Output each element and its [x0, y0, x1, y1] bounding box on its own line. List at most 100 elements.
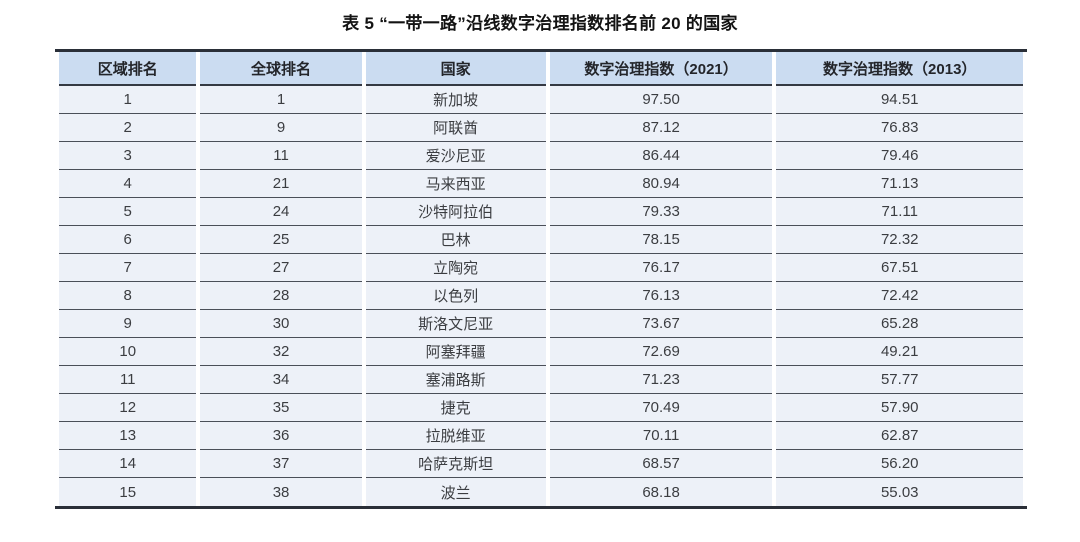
cell-global-rank: 30 — [200, 310, 362, 338]
cell-index-2013: 72.42 — [776, 282, 1023, 310]
table-row: 14 37 哈萨克斯坦 68.57 56.20 — [59, 450, 1023, 478]
cell-country: 沙特阿拉伯 — [365, 198, 546, 226]
cell-country: 捷克 — [365, 394, 546, 422]
cell-regional-rank: 6 — [59, 226, 197, 254]
table-row: 4 21 马来西亚 80.94 71.13 — [59, 170, 1023, 198]
table-row: 7 27 立陶宛 76.17 67.51 — [59, 254, 1023, 282]
header-row: 区域排名 全球排名 国家 数字治理指数（2021） 数字治理指数（2013） — [59, 52, 1023, 86]
cell-global-rank: 9 — [200, 114, 362, 142]
cell-index-2021: 68.57 — [549, 450, 773, 478]
cell-global-rank: 25 — [200, 226, 362, 254]
cell-country: 斯洛文尼亚 — [365, 310, 546, 338]
cell-country: 立陶宛 — [365, 254, 546, 282]
column-header-index-2021: 数字治理指数（2021） — [549, 52, 773, 86]
cell-country: 拉脱维亚 — [365, 422, 546, 450]
cell-index-2013: 71.11 — [776, 198, 1023, 226]
table-row: 5 24 沙特阿拉伯 79.33 71.11 — [59, 198, 1023, 226]
cell-index-2013: 76.83 — [776, 114, 1023, 142]
cell-global-rank: 1 — [200, 86, 362, 114]
cell-global-rank: 28 — [200, 282, 362, 310]
column-header-index-2013: 数字治理指数（2013） — [776, 52, 1023, 86]
cell-index-2013: 49.21 — [776, 338, 1023, 366]
cell-regional-rank: 15 — [59, 478, 197, 506]
cell-index-2021: 68.18 — [549, 478, 773, 506]
table-caption: 表 5 “一带一路”沿线数字治理指数排名前 20 的国家 — [342, 14, 738, 33]
cell-index-2021: 73.67 — [549, 310, 773, 338]
cell-regional-rank: 2 — [59, 114, 197, 142]
column-header-global-rank: 全球排名 — [200, 52, 362, 86]
cell-country: 哈萨克斯坦 — [365, 450, 546, 478]
cell-regional-rank: 10 — [59, 338, 197, 366]
cell-global-rank: 37 — [200, 450, 362, 478]
cell-global-rank: 32 — [200, 338, 362, 366]
cell-index-2013: 57.90 — [776, 394, 1023, 422]
cell-regional-rank: 5 — [59, 198, 197, 226]
cell-global-rank: 11 — [200, 142, 362, 170]
cell-country: 阿塞拜疆 — [365, 338, 546, 366]
column-header-country: 国家 — [365, 52, 546, 86]
cell-index-2021: 72.69 — [549, 338, 773, 366]
cell-index-2013: 94.51 — [776, 86, 1023, 114]
cell-index-2021: 70.11 — [549, 422, 773, 450]
cell-country: 爱沙尼亚 — [365, 142, 546, 170]
cell-regional-rank: 11 — [59, 366, 197, 394]
cell-global-rank: 35 — [200, 394, 362, 422]
table-row: 9 30 斯洛文尼亚 73.67 65.28 — [59, 310, 1023, 338]
cell-index-2021: 87.12 — [549, 114, 773, 142]
cell-regional-rank: 12 — [59, 394, 197, 422]
cell-index-2013: 79.46 — [776, 142, 1023, 170]
cell-index-2021: 80.94 — [549, 170, 773, 198]
cell-index-2021: 76.13 — [549, 282, 773, 310]
cell-index-2013: 67.51 — [776, 254, 1023, 282]
table-row: 11 34 塞浦路斯 71.23 57.77 — [59, 366, 1023, 394]
cell-country: 以色列 — [365, 282, 546, 310]
cell-index-2021: 97.50 — [549, 86, 773, 114]
cell-regional-rank: 13 — [59, 422, 197, 450]
cell-global-rank: 34 — [200, 366, 362, 394]
cell-index-2021: 78.15 — [549, 226, 773, 254]
cell-global-rank: 27 — [200, 254, 362, 282]
cell-index-2021: 70.49 — [549, 394, 773, 422]
ranking-table-wrap: 区域排名 全球排名 国家 数字治理指数（2021） 数字治理指数（2013） 1 1 新加坡… — [55, 49, 1027, 509]
cell-regional-rank: 7 — [59, 254, 197, 282]
cell-regional-rank: 14 — [59, 450, 197, 478]
cell-index-2013: 55.03 — [776, 478, 1023, 506]
table-row: 8 28 以色列 76.13 72.42 — [59, 282, 1023, 310]
cell-regional-rank: 8 — [59, 282, 197, 310]
table-row: 2 9 阿联酋 87.12 76.83 — [59, 114, 1023, 142]
table-row: 6 25 巴林 78.15 72.32 — [59, 226, 1023, 254]
table-row: 1 1 新加坡 97.50 94.51 — [59, 86, 1023, 114]
table-row: 15 38 波兰 68.18 55.03 — [59, 478, 1023, 506]
table-row: 12 35 捷克 70.49 57.90 — [59, 394, 1023, 422]
cell-index-2021: 71.23 — [549, 366, 773, 394]
cell-index-2013: 57.77 — [776, 366, 1023, 394]
cell-country: 塞浦路斯 — [365, 366, 546, 394]
cell-index-2021: 79.33 — [549, 198, 773, 226]
column-header-regional-rank: 区域排名 — [59, 52, 197, 86]
cell-regional-rank: 3 — [59, 142, 197, 170]
cell-global-rank: 21 — [200, 170, 362, 198]
cell-index-2013: 62.87 — [776, 422, 1023, 450]
cell-index-2021: 86.44 — [549, 142, 773, 170]
cell-regional-rank: 9 — [59, 310, 197, 338]
cell-regional-rank: 1 — [59, 86, 197, 114]
table-row: 13 36 拉脱维亚 70.11 62.87 — [59, 422, 1023, 450]
ranking-table: 区域排名 全球排名 国家 数字治理指数（2021） 数字治理指数（2013） 1 1 新加坡… — [55, 52, 1027, 506]
cell-country: 巴林 — [365, 226, 546, 254]
cell-global-rank: 36 — [200, 422, 362, 450]
cell-country: 新加坡 — [365, 86, 546, 114]
cell-index-2013: 72.32 — [776, 226, 1023, 254]
cell-country: 马来西亚 — [365, 170, 546, 198]
cell-index-2013: 65.28 — [776, 310, 1023, 338]
table-row: 3 11 爱沙尼亚 86.44 79.46 — [59, 142, 1023, 170]
cell-index-2013: 56.20 — [776, 450, 1023, 478]
cell-country: 阿联酋 — [365, 114, 546, 142]
cell-index-2013: 71.13 — [776, 170, 1023, 198]
cell-country: 波兰 — [365, 478, 546, 506]
table-row: 10 32 阿塞拜疆 72.69 49.21 — [59, 338, 1023, 366]
cell-index-2021: 76.17 — [549, 254, 773, 282]
cell-global-rank: 24 — [200, 198, 362, 226]
cell-global-rank: 38 — [200, 478, 362, 506]
cell-regional-rank: 4 — [59, 170, 197, 198]
